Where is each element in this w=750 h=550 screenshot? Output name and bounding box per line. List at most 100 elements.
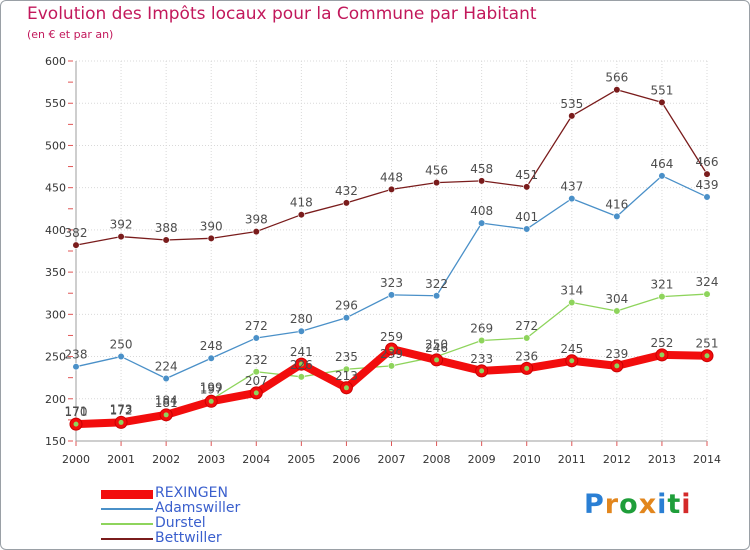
- data-label-rexingen: 246: [425, 341, 448, 355]
- x-tick-label: 2004: [242, 453, 270, 466]
- data-label-durstel: 184: [155, 393, 178, 407]
- data-label-rexingen: 213: [335, 369, 358, 383]
- data-label-rexingen: 181: [155, 396, 178, 410]
- data-label-bettwiller: 382: [65, 226, 88, 240]
- data-label-rexingen: 170: [65, 405, 88, 419]
- data-label-durstel: 272: [515, 319, 538, 333]
- data-label-adamswiller: 250: [110, 338, 133, 352]
- data-label-adamswiller: 280: [290, 312, 313, 326]
- data-point-adamswiller: [387, 291, 396, 299]
- data-point-adamswiller: [342, 314, 351, 322]
- data-label-durstel: 324: [696, 275, 719, 289]
- x-tick-label: 2012: [603, 453, 631, 466]
- y-tick-label: 300: [45, 308, 66, 321]
- data-point-bettwiller: [523, 183, 531, 191]
- y-tick-label: 250: [45, 351, 66, 364]
- data-point-adamswiller: [207, 354, 215, 362]
- data-point-durstel: [613, 307, 621, 315]
- data-point-durstel: [387, 362, 396, 370]
- logo-letter: x: [638, 489, 658, 520]
- data-label-bettwiller: 456: [425, 164, 448, 178]
- data-label-bettwiller: 448: [380, 170, 403, 184]
- data-label-adamswiller: 248: [200, 339, 223, 353]
- data-label-bettwiller: 432: [335, 184, 358, 198]
- chart-title: Evolution des Impôts locaux pour la Comm…: [27, 4, 537, 24]
- data-label-rexingen: 233: [470, 352, 493, 366]
- series-points: [69, 86, 714, 431]
- data-label-bettwiller: 535: [560, 97, 583, 111]
- data-label-durstel: 304: [605, 292, 628, 306]
- x-tick-label: 2006: [332, 453, 360, 466]
- chart-subtitle: (en € et par an): [27, 28, 114, 41]
- data-point-core-rexingen: [73, 421, 79, 427]
- data-label-bettwiller: 392: [110, 218, 133, 232]
- data-point-durstel: [568, 298, 576, 307]
- data-point-adamswiller: [297, 327, 305, 335]
- x-tick-label: 2007: [378, 453, 406, 466]
- y-tick-label: 550: [45, 97, 66, 110]
- data-point-bettwiller: [658, 98, 666, 106]
- data-label-bettwiller: 451: [515, 168, 538, 182]
- data-point-adamswiller: [478, 219, 486, 227]
- logo-letter: i: [681, 489, 692, 520]
- data-point-durstel: [297, 373, 305, 381]
- data-label-durstel: 232: [245, 353, 268, 367]
- y-tick-label: 600: [45, 55, 66, 68]
- data-label-bettwiller: 566: [605, 71, 628, 85]
- data-label-durstel: 250: [425, 338, 448, 352]
- data-point-adamswiller: [117, 352, 125, 361]
- data-point-core-rexingen: [569, 358, 575, 364]
- logo-letter: t: [667, 489, 682, 520]
- data-label-durstel: 321: [650, 278, 673, 292]
- data-label-rexingen: 245: [560, 342, 583, 356]
- data-point-bettwiller: [478, 177, 486, 185]
- data-point-adamswiller: [613, 212, 621, 220]
- data-label-rexingen: 259: [380, 330, 403, 344]
- x-tick-label: 2001: [107, 453, 135, 466]
- data-point-bettwiller: [207, 234, 215, 242]
- x-tick-label: 2011: [558, 453, 586, 466]
- data-label-bettwiller: 458: [470, 162, 493, 176]
- data-label-rexingen: 197: [200, 382, 223, 396]
- x-tick-label: 2010: [513, 453, 541, 466]
- data-label-durstel: 235: [335, 350, 358, 364]
- data-label-bettwiller: 466: [696, 155, 719, 169]
- data-label-adamswiller: 401: [515, 210, 538, 224]
- axes: 150 200 250 300 350 400 450 500 550 600 2000 2001 20…: [45, 55, 721, 466]
- data-point-core-rexingen: [298, 361, 304, 367]
- x-tick-label: 2014: [693, 453, 721, 466]
- data-point-core-rexingen: [614, 363, 620, 369]
- data-label-rexingen: 241: [290, 345, 313, 359]
- data-label-rexingen: 236: [515, 349, 538, 363]
- legend-swatch: [101, 523, 153, 525]
- data-label-durstel: 173: [110, 403, 133, 417]
- x-tick-label: 2000: [62, 453, 90, 466]
- data-point-core-rexingen: [343, 385, 349, 391]
- y-tick-label: 500: [45, 139, 66, 152]
- data-label-durstel: 199: [200, 381, 223, 395]
- data-label-adamswiller: 322: [425, 277, 448, 291]
- data-point-adamswiller: [658, 172, 666, 180]
- data-label-adamswiller: 416: [605, 197, 628, 211]
- legend-label: Adamswiller: [155, 500, 241, 516]
- legend-swatch: [101, 508, 153, 510]
- proxiti-logo[interactable]: Proxiti: [584, 489, 692, 520]
- data-label-bettwiller: 388: [155, 221, 178, 235]
- legend-label: REXINGEN: [155, 485, 228, 501]
- data-point-core-rexingen: [659, 352, 665, 358]
- legend-swatch: [101, 538, 153, 540]
- data-point-core-rexingen: [208, 398, 214, 404]
- data-point-bettwiller: [252, 227, 260, 236]
- data-label-durstel: 239: [380, 347, 403, 361]
- data-label-durstel: 171: [65, 404, 88, 418]
- data-point-bettwiller: [342, 199, 351, 207]
- data-point-durstel: [478, 336, 486, 345]
- data-point-core-rexingen: [389, 346, 394, 352]
- data-point-bettwiller: [72, 241, 80, 249]
- data-point-bettwiller: [162, 236, 170, 244]
- x-tick-label: 2003: [197, 453, 225, 466]
- data-label-adamswiller: 272: [245, 319, 268, 333]
- y-tick-label: 200: [45, 393, 66, 406]
- data-label-rexingen: 252: [650, 336, 673, 350]
